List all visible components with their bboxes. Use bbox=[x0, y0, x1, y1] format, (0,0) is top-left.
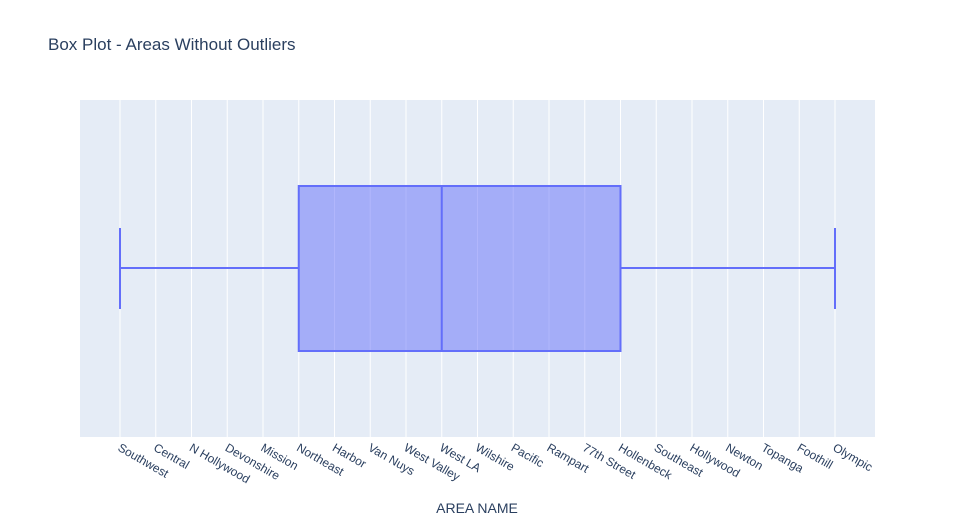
x-axis-title: AREA NAME bbox=[436, 500, 518, 516]
box bbox=[297, 185, 622, 352]
chart-title: Box Plot - Areas Without Outliers bbox=[48, 35, 296, 54]
